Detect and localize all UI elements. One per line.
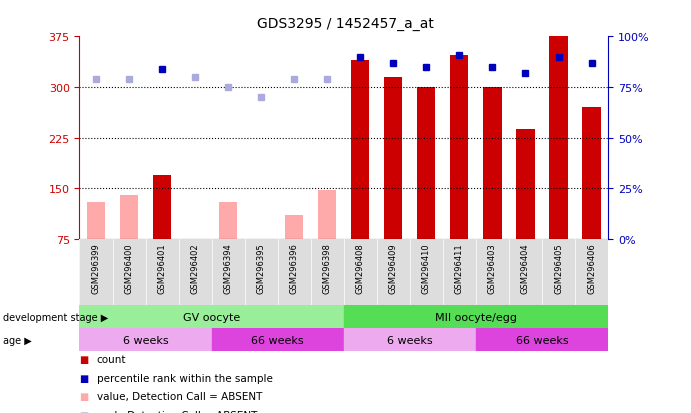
Bar	[79, 328, 211, 351]
Text: GDS3295 / 1452457_a_at: GDS3295 / 1452457_a_at	[257, 17, 434, 31]
Bar	[211, 328, 344, 351]
Text: 6 weeks: 6 weeks	[387, 335, 433, 345]
Text: age ▶: age ▶	[3, 335, 32, 345]
Text: value, Detection Call = ABSENT: value, Detection Call = ABSENT	[97, 392, 262, 401]
Text: GV oocyte: GV oocyte	[183, 312, 240, 322]
Text: GSM296395: GSM296395	[256, 243, 265, 294]
Text: GSM296398: GSM296398	[323, 243, 332, 294]
Bar	[120, 196, 138, 240]
Text: ■: ■	[79, 373, 88, 383]
Bar	[344, 306, 608, 328]
Text: ■: ■	[79, 410, 88, 413]
Text: GSM296408: GSM296408	[356, 243, 365, 294]
Text: GSM296394: GSM296394	[224, 243, 233, 294]
Bar	[451, 55, 468, 240]
Text: ■: ■	[79, 392, 88, 401]
Text: GSM296400: GSM296400	[124, 243, 133, 293]
Bar	[583, 108, 600, 240]
Bar	[384, 78, 402, 240]
Text: GSM296409: GSM296409	[389, 243, 398, 293]
Bar	[285, 216, 303, 240]
Bar	[219, 202, 237, 240]
Bar	[351, 61, 370, 240]
Text: ■: ■	[79, 354, 88, 364]
Text: GSM296405: GSM296405	[554, 243, 563, 293]
Text: GSM296411: GSM296411	[455, 243, 464, 293]
Bar	[318, 190, 337, 240]
Bar	[476, 328, 608, 351]
Text: rank, Detection Call = ABSENT: rank, Detection Call = ABSENT	[97, 410, 257, 413]
Bar	[344, 328, 476, 351]
Text: MII oocyte/egg: MII oocyte/egg	[435, 312, 517, 322]
Text: 66 weeks: 66 weeks	[252, 335, 304, 345]
Text: 66 weeks: 66 weeks	[515, 335, 568, 345]
Bar	[484, 88, 502, 240]
Bar	[87, 202, 105, 240]
Bar	[153, 176, 171, 240]
Text: GSM296404: GSM296404	[521, 243, 530, 293]
Text: GSM296401: GSM296401	[158, 243, 167, 293]
Text: GSM296396: GSM296396	[290, 243, 299, 294]
Bar	[549, 37, 567, 240]
Text: percentile rank within the sample: percentile rank within the sample	[97, 373, 273, 383]
Text: GSM296399: GSM296399	[91, 243, 100, 294]
Text: count: count	[97, 354, 126, 364]
Bar	[79, 306, 344, 328]
Bar	[417, 88, 435, 240]
Text: development stage ▶: development stage ▶	[3, 312, 108, 322]
Text: GSM296402: GSM296402	[191, 243, 200, 293]
Text: GSM296403: GSM296403	[488, 243, 497, 294]
Text: 6 weeks: 6 weeks	[123, 335, 169, 345]
Text: GSM296406: GSM296406	[587, 243, 596, 294]
Bar	[516, 130, 535, 240]
Text: GSM296410: GSM296410	[422, 243, 431, 293]
